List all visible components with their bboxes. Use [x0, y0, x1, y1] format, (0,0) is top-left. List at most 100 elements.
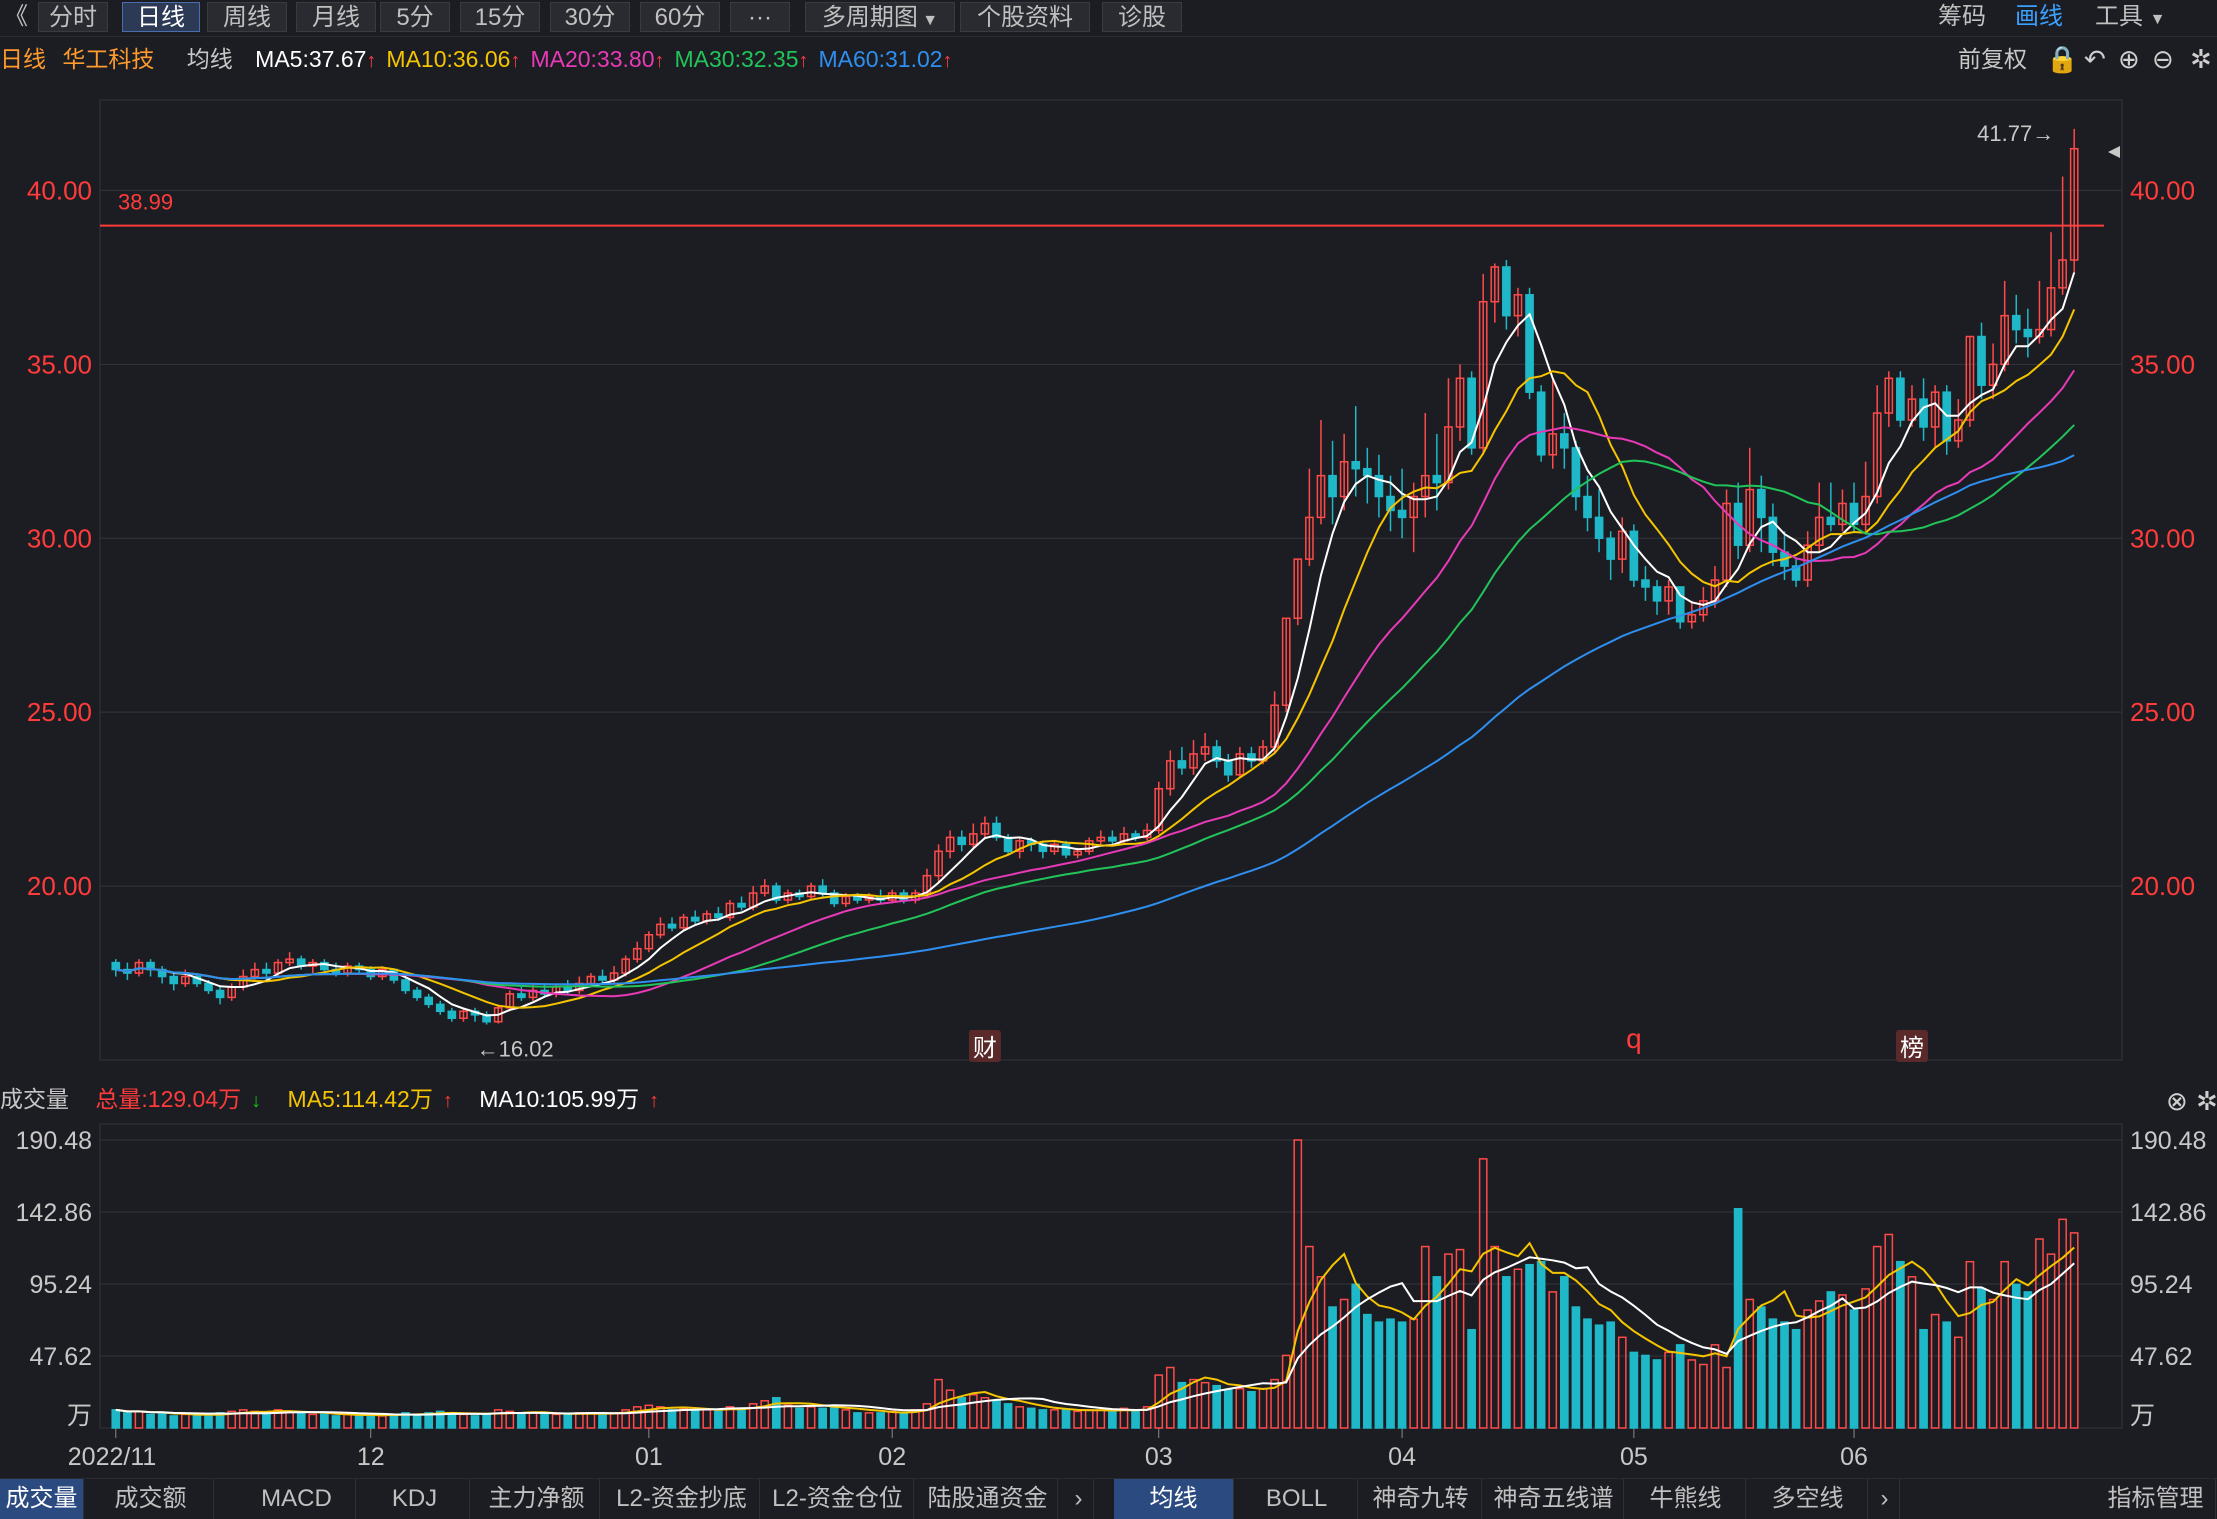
volume-bar	[2023, 1291, 2033, 1429]
indicator-tab[interactable]: 成交量	[0, 1479, 84, 1519]
settings-icon[interactable]: ✲	[2196, 1086, 2217, 1116]
candle-body	[1339, 460, 1349, 498]
finance-report-marker: 财	[973, 1035, 997, 1062]
zoom-in-icon[interactable]: ⊕	[2118, 44, 2140, 74]
volume-bar	[1780, 1321, 1789, 1429]
candle-body	[1699, 600, 1708, 616]
indicator-tab[interactable]: BOLL	[1236, 1479, 1358, 1519]
close-icon[interactable]: ⊗	[2166, 1086, 2188, 1116]
tab-4[interactable]: 月线	[296, 2, 376, 32]
volume-bar	[1571, 1306, 1581, 1429]
tab-12[interactable]: 诊股	[1102, 2, 1182, 32]
indicator-tab[interactable]: L2-资金抄底	[604, 1479, 760, 1519]
candle-body	[621, 958, 631, 974]
volume-bar	[1142, 1406, 1152, 1429]
volume-bar	[180, 1413, 190, 1429]
candle-body	[1988, 363, 1998, 386]
volume-bar	[1293, 1139, 1303, 1429]
volume-bar	[1919, 1328, 1928, 1429]
volume-bar	[1212, 1384, 1222, 1429]
candle-body	[1050, 843, 1059, 853]
candle-body	[1189, 753, 1198, 769]
ma-label[interactable]: 均线	[186, 46, 233, 72]
zoom-out-icon[interactable]: ⊖	[2152, 44, 2174, 74]
candle-body	[992, 822, 1001, 839]
candle-body	[1571, 447, 1581, 498]
volume-bar	[876, 1412, 885, 1429]
tab-5[interactable]: 5分	[380, 2, 450, 32]
candle-body	[1478, 300, 1488, 449]
volume-bar	[1548, 1291, 1558, 1429]
tab-2[interactable]: 日线	[122, 2, 200, 32]
volume-bar	[1733, 1208, 1743, 1429]
candle-body	[459, 1010, 468, 1020]
tab-1[interactable]: 分时	[38, 2, 108, 32]
tab-8[interactable]: 60分	[640, 2, 720, 32]
indicator-tab[interactable]: L2-资金仓位	[762, 1479, 914, 1519]
volume-bar	[1061, 1409, 1071, 1429]
volume-tick-label: 190.48	[2130, 1127, 2206, 1155]
candle-body	[1861, 495, 1870, 526]
x-tick-label: 01	[635, 1443, 663, 1471]
indicator-tab[interactable]: 均线	[1114, 1479, 1234, 1519]
candle-body	[980, 822, 990, 835]
volume-bar	[435, 1410, 445, 1429]
tab-11[interactable]: 个股资料	[960, 2, 1090, 32]
collapse-icon[interactable]: 《	[4, 3, 28, 30]
indicator-tab[interactable]: KDJ	[360, 1479, 470, 1519]
volume-label[interactable]: 成交量	[0, 1086, 69, 1112]
lock-icon[interactable]: 🔒	[2046, 44, 2079, 74]
volume-bar	[1339, 1298, 1349, 1429]
stock-name[interactable]: 华工科技	[62, 46, 155, 72]
volume-bar	[934, 1378, 943, 1429]
indicator-tab[interactable]: MACD	[238, 1479, 356, 1519]
candle-body	[180, 975, 190, 985]
indicator-tab[interactable]: 陆股通资金	[918, 1479, 1058, 1519]
candle-body	[1397, 509, 1407, 519]
indicator-tab[interactable]: 神奇九转	[1360, 1479, 1482, 1519]
candle-body	[714, 913, 723, 919]
volume-bar	[262, 1412, 271, 1429]
settings-icon[interactable]: ✲	[2190, 44, 2212, 74]
adjust-mode[interactable]: 前复权	[1958, 46, 2027, 72]
candle-body	[1687, 614, 1697, 623]
tab-7[interactable]: 30分	[550, 2, 630, 32]
volume-bar	[1073, 1410, 1082, 1429]
volume-bar	[783, 1404, 793, 1429]
indicator-tab[interactable]: 多空线	[1748, 1479, 1868, 1519]
candle-body	[424, 996, 434, 1006]
volume-bar	[1502, 1276, 1511, 1429]
volume-total: 总量:129.04万 ↓	[95, 1086, 262, 1112]
volume-bar	[737, 1407, 746, 1429]
indicator-tab[interactable]: 主力净额	[474, 1479, 600, 1519]
volume-bar	[1884, 1233, 1894, 1429]
chevron-right-icon[interactable]: ›	[1870, 1479, 1900, 1519]
undo-icon[interactable]: ↶	[2084, 44, 2106, 74]
candle-body	[1177, 760, 1187, 769]
indicator-tab[interactable]: 神奇五线谱	[1484, 1479, 1624, 1519]
volume-bar	[2069, 1232, 2079, 1429]
draw-button[interactable]: 画线	[2015, 3, 2063, 30]
indicator-tab[interactable]: 指标管理	[2096, 1479, 2216, 1519]
top-toolbar: 《 分时 日线 周线 月线 5分 15分 30分 60分 ··· 多周期图 ▼ 个股资料 诊股 筹码 …	[0, 0, 2217, 37]
candle-body	[1768, 516, 1778, 553]
volume-tick-label: 95.24	[2130, 1271, 2193, 1299]
volume-bar	[968, 1393, 978, 1429]
indicator-tab[interactable]: 成交额	[88, 1479, 214, 1519]
tab-9[interactable]: ···	[730, 2, 790, 32]
volume-bar	[192, 1415, 202, 1429]
tab-6[interactable]: 15分	[460, 2, 540, 32]
volume-bar	[992, 1400, 1001, 1429]
candle-body	[435, 1003, 445, 1013]
tab-3[interactable]: 周线	[207, 2, 287, 32]
tools-button[interactable]: 工具 ▼	[2095, 3, 2166, 30]
volume-bar	[389, 1413, 399, 1429]
tab-10[interactable]: 多周期图 ▼	[805, 2, 955, 32]
chevron-right-icon[interactable]: ›	[1064, 1479, 1094, 1519]
chip-button[interactable]: 筹码	[1938, 3, 1986, 30]
volume-bar	[169, 1415, 179, 1429]
indicator-tab[interactable]: 牛熊线	[1626, 1479, 1746, 1519]
arrow-up-icon: ↑	[798, 50, 809, 72]
candle-body	[1455, 377, 1465, 428]
